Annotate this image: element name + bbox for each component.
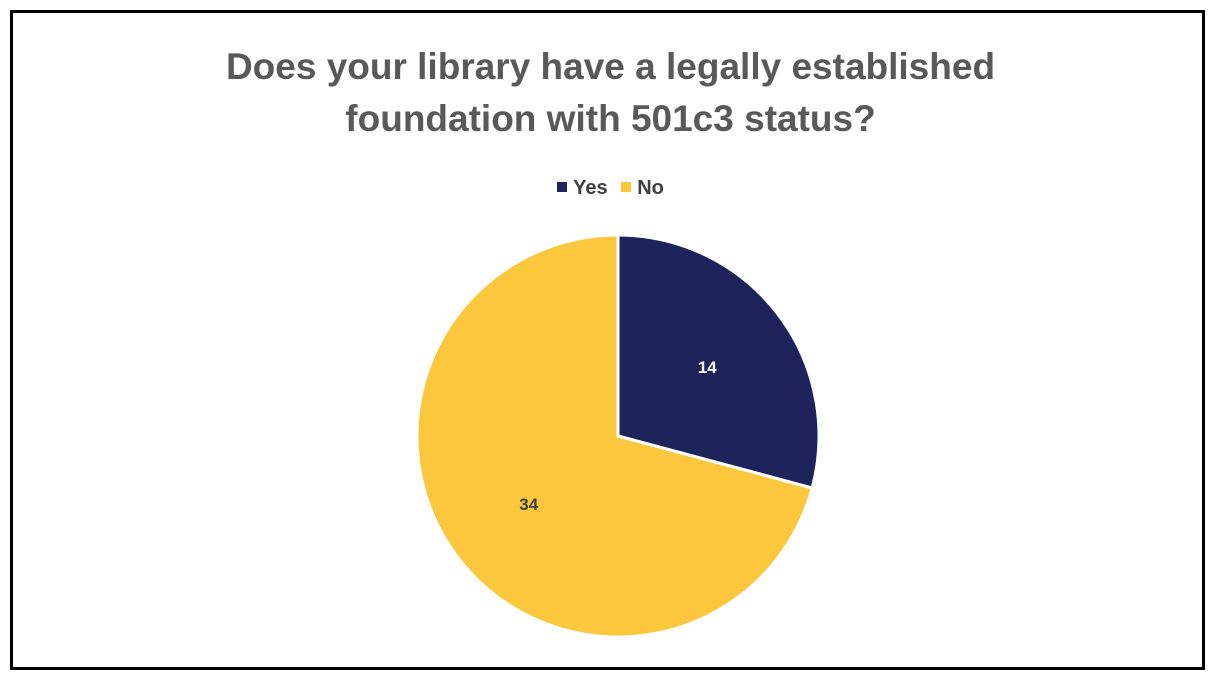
chart-title-line-1: Does your library have a legally establi…	[225, 46, 996, 87]
chart-title-line-2: foundation with 501c3 status?	[345, 98, 876, 139]
legend-swatch-yes	[557, 182, 568, 192]
chart-frame: Does your library have a legally establi…	[10, 10, 1205, 670]
legend-label-no: No	[637, 177, 664, 199]
chart-title: Does your library have a legally establi…	[13, 41, 1208, 145]
chart-legend: Yes No	[13, 177, 1208, 200]
data-label-no: 34	[519, 495, 538, 514]
legend-item-yes: Yes	[557, 177, 608, 200]
legend-label-yes: Yes	[573, 177, 608, 199]
pie-chart: 14 34	[415, 233, 821, 639]
pie-slice-yes	[616, 233, 821, 490]
data-label-yes: 14	[698, 358, 717, 377]
pie-slice-no	[415, 233, 814, 639]
legend-swatch-no	[621, 182, 632, 192]
legend-item-no: No	[621, 177, 664, 200]
